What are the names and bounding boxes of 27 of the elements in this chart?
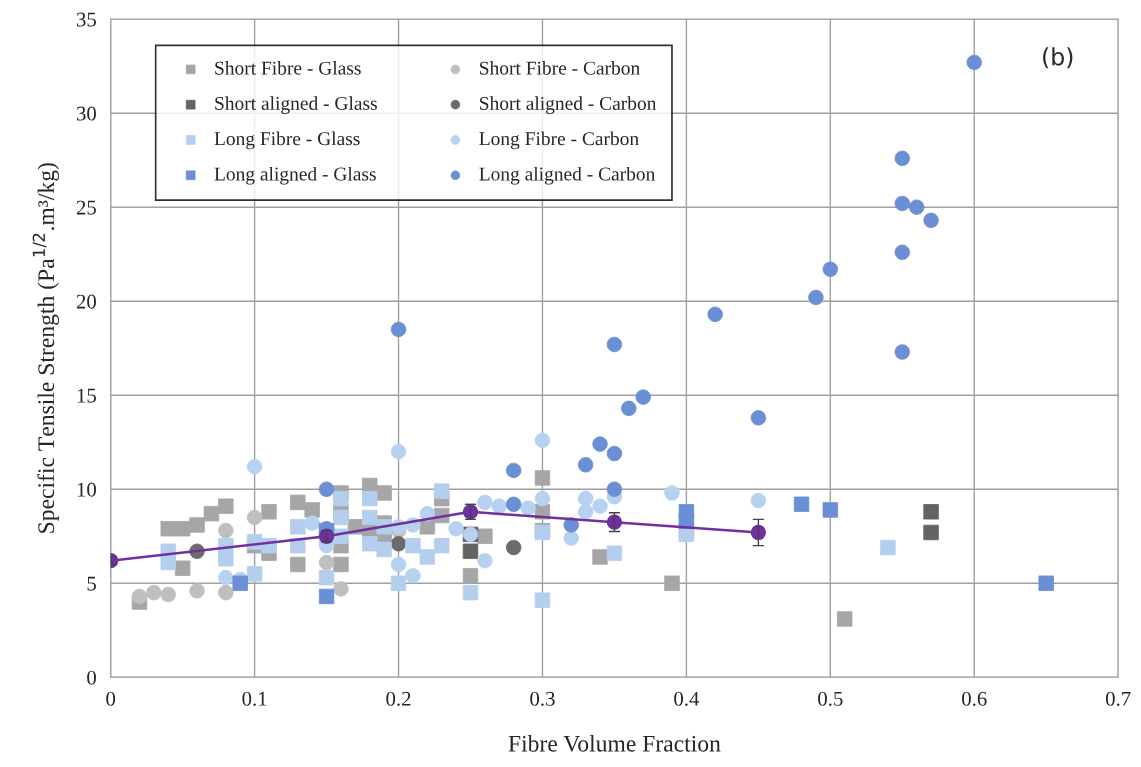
- x-tick-label: 0: [106, 691, 116, 706]
- annotation: (b): [1043, 47, 1073, 69]
- x-tick-label: 0.5: [818, 691, 843, 706]
- legend-label: Long aligned - Glass: [214, 166, 376, 185]
- legend-label: Long aligned - Carbon: [479, 166, 656, 185]
- legend-label: Long Fibre - Carbon: [479, 131, 639, 150]
- y-tick-label: 35: [76, 12, 96, 27]
- legend-label: Long Fibre - Glass: [214, 131, 360, 150]
- x-axis-title: Fibre Volume Fraction: [508, 735, 721, 752]
- y-tick-label: 0: [87, 670, 96, 685]
- legend-label: Short Fibre - Glass: [215, 61, 361, 75]
- y-tick-label: 15: [77, 388, 96, 403]
- legend-label: Short aligned - Glass: [215, 96, 377, 114]
- x-tick-label: 0.4: [674, 691, 700, 706]
- y-tick-label: 30: [76, 106, 96, 121]
- legend-label: Short Fibre - Carbon: [480, 61, 640, 75]
- x-tick-label: 0.6: [962, 691, 987, 706]
- x-tick-label: 0.7: [1105, 691, 1131, 706]
- y-tick-label: 5: [87, 576, 96, 591]
- y-axis-title: Specific Tensile Strength (Pa$^{1/2}$.m³/kg): [32, 163, 60, 533]
- legend-label: Short aligned - Carbon: [480, 96, 657, 114]
- x-tick-label: 0.1: [242, 691, 267, 706]
- x-tick-label: 0.3: [530, 691, 555, 706]
- x-tick-label: 0.2: [386, 691, 411, 706]
- y-tick-label: 20: [76, 294, 96, 309]
- y-tick-label: 10: [77, 482, 96, 497]
- y-tick-label: 25: [76, 200, 96, 215]
